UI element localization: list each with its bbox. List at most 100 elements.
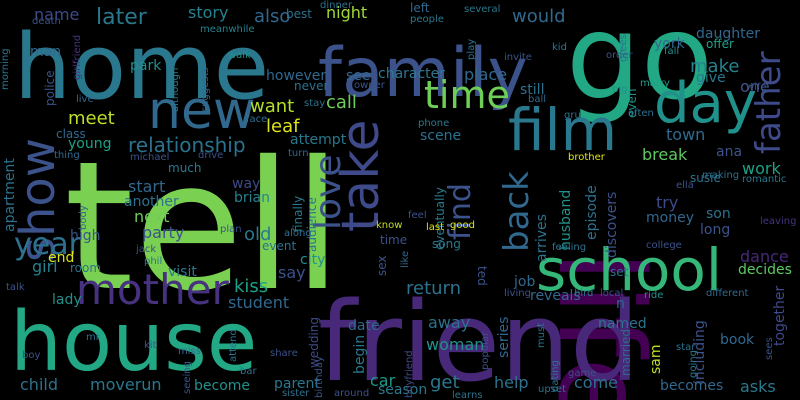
word-daughter: daughter [696, 26, 760, 42]
word-along: along [284, 228, 312, 239]
word-last: last [426, 222, 444, 233]
word-scene: scene [420, 128, 461, 144]
word-bar: bar [240, 366, 257, 377]
word-home: home [14, 15, 269, 120]
word-named: named [598, 316, 647, 332]
word-brian: brian [234, 190, 270, 206]
word-find: find [443, 183, 478, 240]
word-wife: wife [746, 82, 767, 93]
word-work: work [742, 159, 781, 178]
word-ride: ride [644, 290, 663, 301]
word-brother: brother [568, 152, 606, 163]
word-attend: attend [228, 329, 239, 362]
word-begin: begin [352, 335, 368, 374]
word-ana: ana [716, 144, 742, 160]
word-phil: phil [144, 256, 162, 267]
word-turn: turn [288, 148, 309, 159]
word-mother: mother [76, 265, 230, 314]
word-girl: girl [32, 257, 58, 276]
word-popular: popular [480, 331, 491, 370]
word-learns: learns [452, 390, 483, 400]
word-arrives: arrives [534, 214, 550, 262]
word-local: local [600, 288, 623, 299]
word-husband: husband [558, 190, 574, 250]
word-game: game [568, 368, 596, 379]
word-sees: sees [764, 337, 775, 360]
word-suggests: suggests [200, 67, 211, 112]
word-dance: dance [740, 247, 789, 266]
word-man: man [30, 44, 61, 60]
word-book: book [720, 332, 755, 348]
word-go: go [566, 0, 713, 126]
word-son: son [706, 206, 731, 222]
word-asks: asks [740, 377, 776, 396]
word-take: take [331, 119, 391, 232]
word-room: room [70, 261, 101, 275]
word-would: would [512, 6, 566, 27]
word-stay: stay [304, 98, 325, 109]
word-film: film [508, 96, 617, 164]
word-say: say [278, 263, 306, 282]
word-ella: ella [676, 180, 694, 191]
word-good: good [450, 220, 475, 231]
word-day: day [654, 71, 757, 136]
word-later: later [96, 5, 148, 30]
word-becomes: becomes [660, 378, 723, 394]
word-college: college [646, 240, 682, 251]
word-school: school [536, 236, 722, 304]
word-year: year [14, 227, 82, 262]
word-must: must [536, 323, 547, 348]
word-attempt: attempt [290, 132, 347, 148]
word-house: house [10, 295, 257, 390]
word-even: even [625, 89, 639, 118]
word-jack: jack [135, 244, 156, 255]
word-kiss: kiss [234, 276, 268, 297]
word-meanwhile: meanwhile [200, 24, 255, 35]
word-next: next [134, 207, 169, 226]
word-night: night [326, 3, 367, 22]
word-town: town [666, 125, 705, 144]
word-death: death [32, 16, 61, 27]
word-like: like [400, 251, 411, 268]
word-family: family [318, 34, 528, 113]
word-park: park [130, 58, 162, 74]
word-set: set [610, 265, 629, 279]
word-end: end [48, 250, 74, 266]
word-order: order [606, 50, 634, 61]
word-long: long [700, 222, 730, 238]
word-woman: woman [426, 335, 484, 354]
word-around: around [334, 388, 369, 399]
word-see: see [346, 68, 371, 84]
word-best: best [286, 7, 312, 21]
word-another: another [124, 194, 179, 210]
word-much: much [168, 161, 202, 175]
word-never: never [294, 79, 328, 93]
word-michael: michael [130, 152, 169, 163]
word-star: star [676, 342, 696, 353]
word-marry: marry [640, 78, 670, 89]
word-one: one [740, 77, 770, 96]
word-wedding: wedding [307, 317, 321, 368]
word-relationship: relationship [128, 133, 246, 157]
word-character: character [378, 66, 445, 82]
word-name: name [34, 5, 79, 24]
word-back: back [497, 171, 537, 252]
word-also: also [254, 6, 290, 27]
word-ted: ted [475, 266, 489, 286]
word-feeling: feeling [552, 242, 586, 253]
word-share: share [270, 348, 298, 359]
word-offer: offer [706, 37, 734, 51]
word-lady: lady [52, 292, 82, 308]
word-try: try [656, 193, 678, 212]
word-meet: meet [68, 108, 115, 129]
word-invite: invite [504, 52, 532, 63]
word-parent: parent [274, 376, 320, 392]
word-body: body [78, 205, 89, 230]
word-plan: plan [220, 224, 242, 235]
word-series: series [496, 317, 512, 358]
word-together: together [772, 285, 788, 346]
word-people: people [410, 14, 444, 25]
word-time2: time [380, 233, 407, 247]
word-moverun: moverun [90, 375, 162, 394]
